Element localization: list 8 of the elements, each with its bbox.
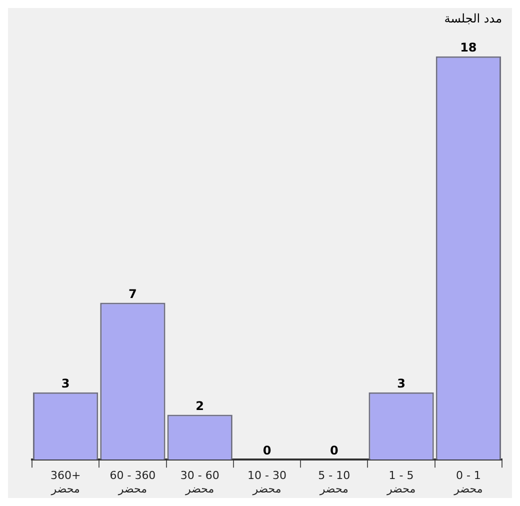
data-label: 18 <box>460 40 477 55</box>
data-label: 3 <box>397 376 406 391</box>
data-label: 0 <box>262 444 272 458</box>
data-label: 7 <box>128 286 137 301</box>
data-label: 3 <box>61 376 70 391</box>
chart-title: مدد الجلسة <box>444 11 502 26</box>
data-label: 2 <box>196 398 204 413</box>
data-label: 0 <box>330 444 338 458</box>
